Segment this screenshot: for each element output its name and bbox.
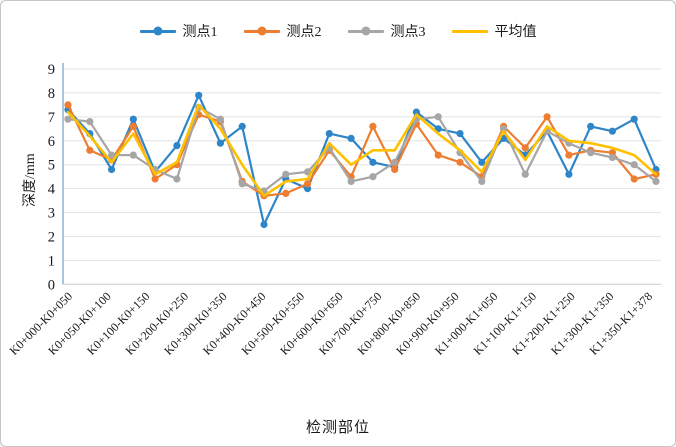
y-tick-label: 3 — [48, 206, 55, 222]
legend-item-average: 平均值 — [451, 21, 537, 41]
data-point — [64, 101, 72, 109]
y-tick-label: 8 — [48, 86, 55, 102]
data-point — [260, 220, 268, 229]
data-point — [521, 144, 529, 152]
data-point — [369, 122, 377, 130]
data-point — [521, 170, 529, 178]
data-point — [86, 118, 94, 126]
data-point — [587, 149, 595, 157]
data-point — [565, 151, 573, 159]
y-axis-title: 深度/mm — [23, 153, 38, 207]
series2-line-marker-icon — [243, 26, 280, 36]
data-point — [129, 122, 137, 130]
data-point — [347, 177, 355, 185]
data-point — [630, 175, 638, 183]
data-point — [216, 115, 224, 123]
data-point — [173, 175, 181, 183]
data-point — [173, 142, 181, 150]
data-point — [543, 113, 551, 121]
y-tick-label: 4 — [48, 182, 56, 198]
data-point — [456, 158, 464, 166]
data-point — [325, 130, 333, 138]
data-point — [434, 113, 442, 121]
data-point — [587, 122, 595, 130]
legend-label-series1: 测点1 — [182, 25, 218, 40]
data-point — [434, 151, 442, 159]
data-point — [304, 180, 312, 188]
data-point — [108, 165, 116, 174]
y-tick-label: 6 — [48, 134, 55, 150]
data-point — [630, 115, 638, 123]
series3-line-marker-icon — [347, 26, 384, 36]
data-point — [652, 177, 660, 185]
legend-label-series3: 测点3 — [390, 25, 426, 40]
data-point — [478, 158, 486, 166]
legend-item-series3: 测点3 — [347, 21, 426, 41]
data-point — [238, 180, 246, 188]
data-point — [238, 122, 246, 130]
y-tick-label: 7 — [48, 110, 55, 126]
data-point — [282, 170, 290, 178]
data-point — [391, 165, 399, 174]
series1-line-marker-icon — [139, 26, 176, 36]
average-line-icon — [451, 29, 488, 33]
data-point — [456, 130, 464, 138]
series-line-平均值 — [66, 103, 658, 198]
data-point — [347, 134, 355, 142]
legend-label-series2: 测点2 — [286, 25, 322, 40]
data-point — [129, 151, 137, 159]
data-point — [86, 146, 94, 154]
series-line-测点1 — [66, 94, 658, 226]
legend-item-series1: 测点1 — [139, 21, 218, 41]
data-point — [478, 177, 486, 185]
data-point — [282, 189, 290, 197]
x-axis-title: 检测部位 — [305, 420, 370, 436]
data-point — [608, 127, 617, 135]
data-point — [608, 153, 617, 162]
y-tick-label: 0 — [48, 277, 55, 293]
chart-legend: 测点1 测点2 测点3 平均值 — [1, 21, 675, 41]
series-line-测点3 — [66, 106, 658, 193]
y-tick-label: 2 — [48, 229, 55, 245]
data-point — [369, 173, 377, 181]
y-tick-label: 5 — [48, 158, 55, 174]
data-point — [369, 158, 377, 166]
legend-item-series2: 测点2 — [243, 21, 322, 41]
y-tick-label: 9 — [48, 62, 55, 78]
data-point — [412, 108, 420, 116]
data-point — [500, 125, 508, 133]
data-point — [195, 91, 203, 99]
data-point — [216, 139, 224, 147]
data-point — [108, 151, 116, 159]
data-point — [391, 158, 399, 166]
legend-label-average: 平均值 — [494, 25, 537, 40]
data-point — [565, 170, 573, 178]
data-point — [64, 115, 72, 123]
y-tick-label: 1 — [48, 253, 55, 269]
data-point — [129, 115, 137, 123]
data-point — [151, 175, 159, 183]
data-point — [630, 161, 638, 169]
